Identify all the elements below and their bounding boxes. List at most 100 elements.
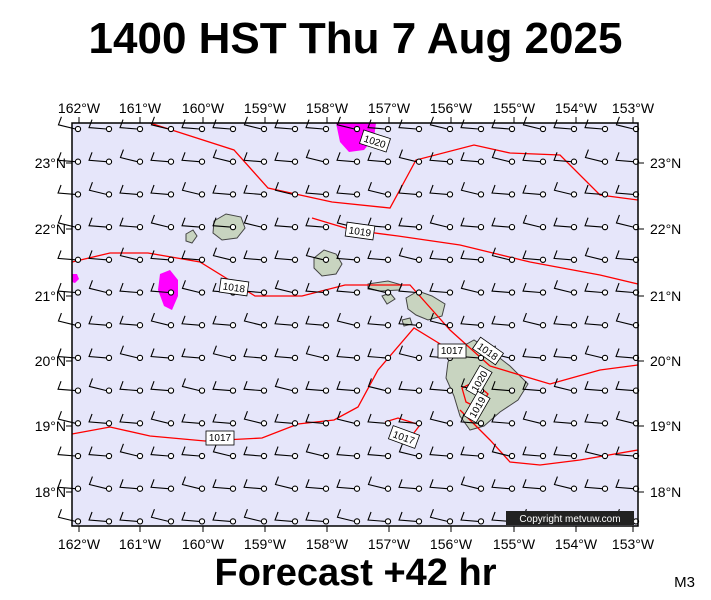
wind-barb [398,282,417,294]
wind-barb-station [260,518,268,525]
wind-barb-station [198,420,206,427]
wind-barb [584,184,603,195]
wind-barb [274,280,293,294]
wind-barb-station [167,256,175,263]
wind-barb-station [570,191,578,198]
wind-barb [615,410,634,424]
lon-label: 160°W [182,100,225,116]
wind-barb [615,479,634,490]
wind-barb-station [136,256,144,263]
wind-barb-station [105,158,113,165]
wind-barb-station [415,289,423,296]
lon-label: 156°W [430,536,473,552]
wind-barb-station [539,485,547,492]
wind-barb [491,282,510,294]
lon-label: 153°W [612,536,655,552]
wind-barb-station [601,322,609,329]
wind-barb-station [229,223,237,231]
wind-barb [119,149,138,163]
wind-barb [150,282,169,294]
wind-barb-station [136,354,144,362]
wind-barb-station [136,289,144,296]
isobar-label: 1017 [205,430,235,446]
wind-barb-station [291,125,299,133]
wind-barb-station [601,256,609,263]
wind-barb [553,413,572,424]
wind-barb-station [539,256,547,263]
wind-barb [212,184,231,195]
lat-label: 23°N [650,155,681,171]
wind-barb [181,378,200,392]
wind-barb [181,348,200,359]
wind-barb [57,214,76,228]
map-title: 1400 HST Thu 7 Aug 2025 [88,14,623,63]
wind-barb-station [570,452,578,460]
wind-barb-station [229,485,237,492]
wind-barb-station [477,125,485,133]
wind-barb [305,381,324,392]
wind-barb-station [229,191,237,198]
wind-barb-station [508,387,516,394]
wind-barb [398,443,417,457]
wind-barb-station [260,158,268,165]
wind-barb [367,446,386,457]
wind-barb [491,479,510,490]
wind-barb-station [322,256,330,263]
wind-barb-station [291,452,299,460]
wind-barb [212,315,231,326]
wind-barb [522,282,541,294]
wind-barb-station [570,125,578,133]
lon-label: 157°W [368,536,411,552]
wind-barb-station [477,158,485,165]
wind-barb [88,182,107,195]
wind-barb-station [539,420,547,427]
wind-barb-station [539,322,547,329]
wind-barb-station [260,387,268,394]
wind-barb [460,182,479,195]
wind-barb [398,247,417,261]
wind-barb [460,413,479,424]
lat-label: 21°N [35,288,66,304]
wind-barb-station [260,485,268,492]
wind-barb [522,116,541,130]
wind-barb-station [477,452,485,460]
lat-label: 18°N [35,484,66,500]
wind-barb [305,479,324,490]
rain-area-edge [72,274,79,283]
wind-barb-station [136,223,144,231]
wind-barb-station [446,256,454,263]
lat-labels-left: 23°N 22°N 21°N 20°N 19°N 18°N [35,155,66,500]
wind-barb [243,381,262,392]
wind-barb-station [539,125,547,133]
wind-barb-station [353,256,361,263]
wind-barb-station [260,125,268,133]
wind-barb-station [508,125,516,133]
wind-barb-station [136,322,144,329]
wind-barb [615,282,634,294]
wind-barb-station [384,158,392,165]
wind-barb [367,280,386,294]
wind-barb-station [477,223,485,231]
lat-label: 19°N [650,418,681,434]
map-frame [71,122,639,527]
wind-barb [150,312,169,326]
wind-barb [367,152,386,163]
lat-label: 20°N [35,353,66,369]
wind-barb-station [167,223,175,231]
wind-barb [57,282,76,294]
wind-barb-station [74,223,82,231]
wind-barb-station [446,387,454,394]
svg-text:1019: 1019 [348,225,372,239]
wind-barb [553,348,572,359]
wind-barb-station [260,452,268,460]
wind-barb-station [570,289,578,296]
wind-barb [57,312,76,326]
wind-barb-station [136,125,144,133]
wind-barb-station [508,256,516,263]
wind-barb [150,479,169,490]
lat-label: 19°N [35,418,66,434]
lon-labels-top: 162°W 161°W 160°W 159°W 158°W 157°W 156°… [58,100,655,116]
wind-barb [181,152,200,163]
wind-barb [553,217,572,228]
wind-barb [460,511,479,522]
